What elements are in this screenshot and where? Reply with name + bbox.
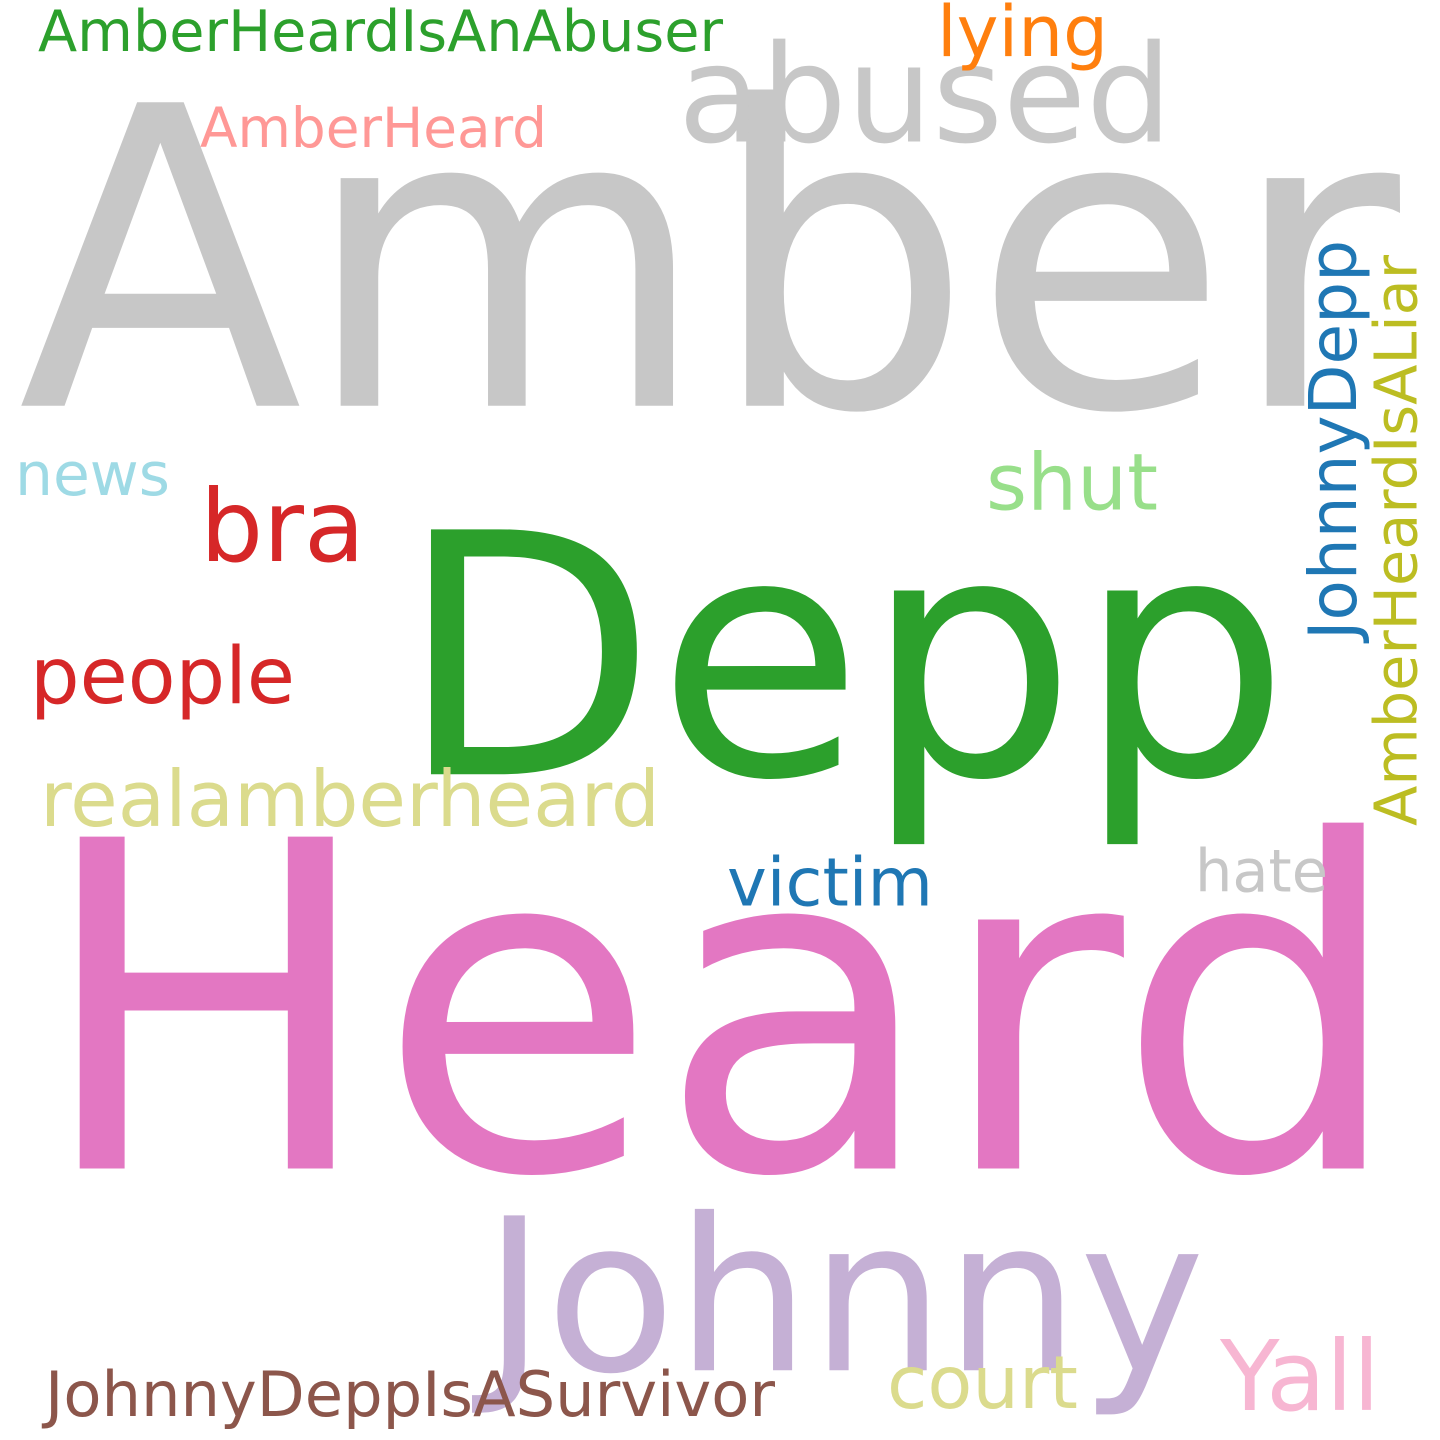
word-heard: Heard	[35, 746, 1405, 1276]
word-amberheardisanabuser: AmberHeardIsAnAbuser	[38, 0, 723, 65]
word-yall: Yall	[1220, 1319, 1381, 1434]
word-people: people	[30, 630, 295, 723]
word-johnnydeppisasurvivor: JohnnyDeppIsASurvivor	[45, 1358, 775, 1431]
word-johnny: Johnny	[483, 1174, 1206, 1421]
word-shut: shut	[986, 436, 1158, 529]
word-bra: bra	[200, 468, 366, 585]
word-johnnydepp: JohnnyDepp	[1295, 239, 1374, 640]
word-lying: lying	[937, 0, 1109, 74]
word-abused: abused	[678, 15, 1172, 175]
word-victim: victim	[727, 843, 934, 922]
word-realamberheard: realamberheard	[40, 754, 661, 846]
word-court: court	[887, 1341, 1078, 1427]
word-news: news	[15, 439, 170, 510]
word-amberheard: AmberHeard	[200, 95, 547, 160]
word-hate: hate	[1195, 837, 1329, 906]
word-amber: Amber	[18, 19, 1401, 505]
word-amberheardisaliar: AmberHeardIsALiar	[1362, 254, 1431, 827]
word-depp: Depp	[398, 462, 1290, 855]
